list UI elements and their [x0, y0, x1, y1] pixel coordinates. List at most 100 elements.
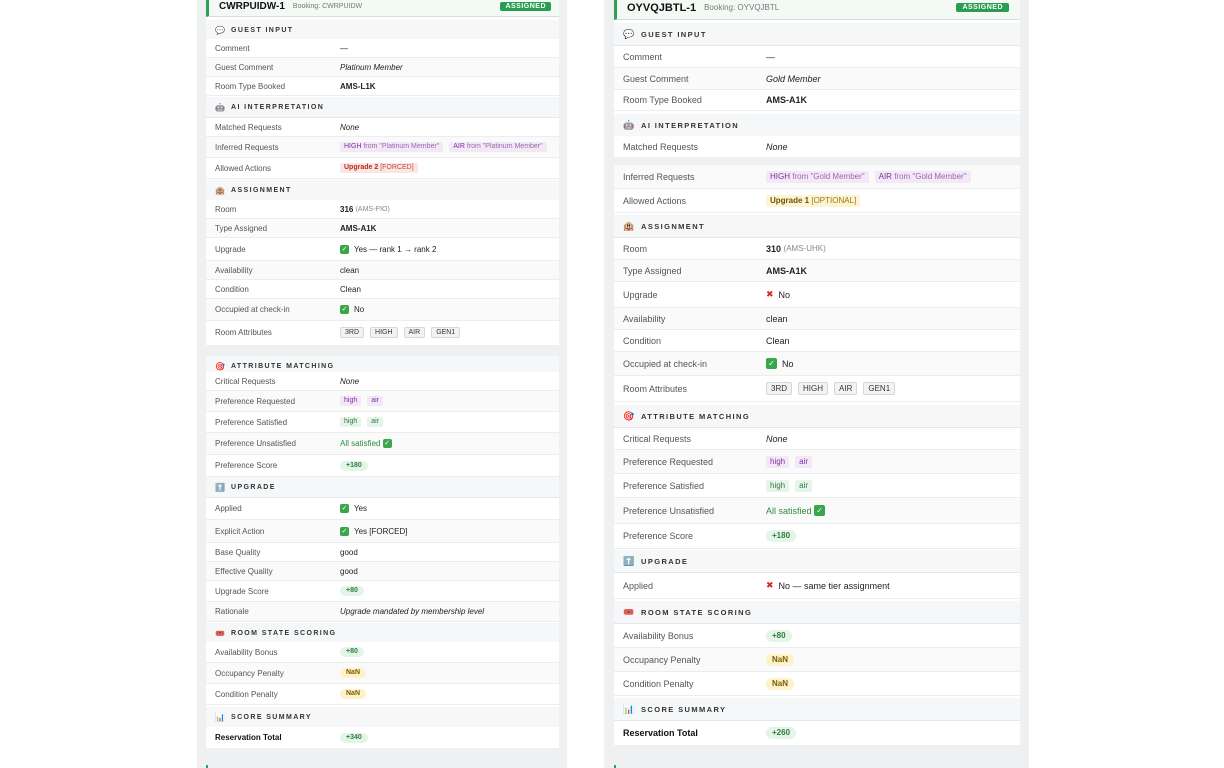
row-inferred-requests: Inferred Requests HIGH from "Gold Member…	[614, 165, 1020, 189]
up-arrow-icon: ⬆️	[623, 555, 635, 566]
row-type-assigned: Type Assigned AMS-A1K	[206, 219, 559, 238]
section-ai-interpretation: 🤖 AI INTERPRETATION	[206, 97, 559, 118]
nan-badge: NaN	[340, 689, 367, 699]
inferred-tag: HIGH from "Gold Member"	[766, 170, 869, 183]
inferred-tag: AIR from "Platinum Member"	[449, 142, 547, 152]
booking-ref: Booking: OYVQJBTL	[704, 3, 780, 12]
row-preference-unsatisfied: Preference Unsatisfied All satisfied ✓	[614, 498, 1020, 524]
target-icon: 🎯	[623, 410, 635, 421]
section-assignment: 🏨 ASSIGNMENT	[614, 215, 1020, 238]
section-guest-input: 💬 GUEST INPUT	[206, 20, 559, 41]
row-reservation-total: Reservation Total +340	[206, 727, 559, 748]
hotel-icon: 🏨	[623, 220, 635, 231]
bar-chart-icon: 📊	[215, 712, 225, 722]
total-badge: +260	[766, 727, 797, 739]
nan-badge: NaN	[766, 653, 795, 666]
row-preference-requested: Preference Requested high air	[614, 450, 1020, 474]
status-badge: ASSIGNED	[500, 1, 551, 11]
nan-badge: NaN	[340, 668, 367, 678]
speech-bubble-icon: 💬	[623, 28, 635, 39]
check-icon: ✓	[814, 505, 826, 516]
reservation-id: CWRPUIDW-1	[219, 0, 285, 12]
score-badge: +80	[766, 629, 792, 642]
score-badge: +80	[340, 647, 364, 657]
row-room-attributes: Room Attributes 3RD HIGH AIR GEN1	[206, 321, 559, 344]
row-availability: Availability clean	[614, 308, 1020, 330]
row-upgrade: Upgrade ✓ Yes — rank 1 → rank 2	[206, 238, 559, 261]
attribute-tag: AIR	[403, 327, 426, 338]
row-allowed-actions: Allowed Actions Upgrade 2 [FORCED]	[206, 158, 559, 179]
row-room-type-booked: Room Type Booked AMS-L1K	[206, 77, 559, 96]
row-preference-satisfied: Preference Satisfied high air	[206, 412, 559, 433]
row-preference-score: Preference Score +180	[206, 455, 559, 477]
check-icon: ✓	[382, 439, 392, 448]
section-upgrade: ⬆️ UPGRADE	[614, 550, 1020, 573]
score-badge: +180	[340, 460, 368, 471]
section-assignment: 🏨 ASSIGNMENT	[206, 180, 559, 201]
row-critical-requests: Critical Requests None	[206, 372, 559, 391]
check-icon: ✓	[340, 504, 349, 513]
row-comment: Comment —	[206, 39, 559, 58]
check-icon: ✓	[766, 358, 777, 369]
section-ai-interpretation: 🤖 AI INTERPRETATION	[614, 114, 1020, 137]
row-applied: Applied ✓ Yes	[206, 498, 559, 520]
section-room-state-scoring: 🎟️ ROOM STATE SCORING	[614, 601, 1020, 624]
row-preference-score: Preference Score +180	[614, 524, 1020, 549]
reservation-card-left: CWRPUIDW-1 Booking: CWRPUIDW ASSIGNED 💬 …	[206, 0, 559, 345]
preference-tag: air	[795, 455, 813, 468]
row-rationale: Rationale Upgrade mandated by membership…	[206, 602, 559, 622]
nan-badge: NaN	[766, 677, 795, 690]
row-inferred-requests: Inferred Requests HIGH from "Platinum Me…	[206, 137, 559, 158]
row-room: Room 310 (AMS-UHK)	[614, 238, 1020, 260]
section-guest-input: 💬 GUEST INPUT	[614, 23, 1020, 46]
score-badge: +180	[766, 530, 797, 542]
row-critical-requests: Critical Requests None	[614, 428, 1020, 450]
row-preference-requested: Preference Requested high air	[206, 391, 559, 412]
row-reservation-total: Reservation Total +260	[614, 721, 1020, 745]
preference-tag: high	[766, 455, 790, 468]
row-availability: Availability clean	[206, 261, 559, 280]
card-header: CWRPUIDW-1 Booking: CWRPUIDW ASSIGNED	[206, 0, 559, 17]
attribute-tag: 3RD	[766, 382, 793, 395]
row-occupied: Occupied at check-in ✓ No	[206, 299, 559, 321]
row-matched-requests: Matched Requests None	[206, 118, 559, 137]
row-guest-comment: Guest Comment Platinum Member	[206, 58, 559, 77]
row-condition-penalty: Condition Penalty NaN	[206, 684, 559, 705]
row-type-assigned: Type Assigned AMS-A1K	[614, 260, 1020, 282]
row-base-quality: Base Quality good	[206, 543, 559, 562]
row-effective-quality: Effective Quality good	[206, 562, 559, 581]
reservation-card-right: OYVQJBTL-1 Booking: OYVQJBTL ASSIGNED 💬 …	[614, 0, 1020, 157]
row-availability-bonus: Availability Bonus +80	[206, 642, 559, 663]
cross-icon: ✖	[766, 580, 774, 590]
reservation-id: OYVQJBTL-1	[627, 1, 697, 14]
attribute-tag: AIR	[834, 382, 858, 395]
row-matched-requests: Matched Requests None	[614, 136, 1020, 157]
inferred-tag: AIR from "Gold Member"	[874, 170, 971, 183]
row-preference-unsatisfied: Preference Unsatisfied All satisfied ✓	[206, 433, 559, 455]
check-icon: ✓	[340, 305, 349, 314]
section-attribute-matching: 🎯 ATTRIBUTE MATCHING	[614, 405, 1020, 428]
attribute-tag: HIGH	[798, 382, 829, 395]
row-availability-bonus: Availability Bonus +80	[614, 624, 1020, 648]
attribute-tag: HIGH	[370, 327, 398, 338]
row-occupancy-penalty: Occupancy Penalty NaN	[614, 648, 1020, 672]
allowed-action-tag: Upgrade 2 [FORCED]	[340, 163, 418, 173]
reservation-card-left-continued: 🎯 ATTRIBUTE MATCHING Critical Requests N…	[206, 356, 559, 748]
row-upgrade-score: Upgrade Score +80	[206, 581, 559, 602]
total-badge: +340	[340, 732, 368, 743]
attribute-tag: 3RD	[340, 327, 365, 338]
row-comment: Comment —	[614, 46, 1020, 68]
card-header: OYVQJBTL-1 Booking: OYVQJBTL ASSIGNED	[614, 0, 1020, 20]
hotel-icon: 🏨	[215, 185, 225, 195]
robot-icon: 🤖	[623, 119, 635, 130]
row-occupied: Occupied at check-in ✓ No	[614, 352, 1020, 376]
up-arrow-icon: ⬆️	[215, 482, 225, 492]
section-room-state-scoring: 🎟️ ROOM STATE SCORING	[206, 623, 559, 644]
preference-tag: air	[795, 479, 813, 492]
preference-tag: air	[367, 417, 384, 427]
cross-icon: ✖	[766, 289, 774, 299]
bar-chart-icon: 📊	[623, 703, 635, 714]
robot-icon: 🤖	[215, 102, 225, 112]
preference-tag: high	[340, 417, 362, 427]
allowed-action-tag: Upgrade 1 [OPTIONAL]	[766, 194, 861, 207]
